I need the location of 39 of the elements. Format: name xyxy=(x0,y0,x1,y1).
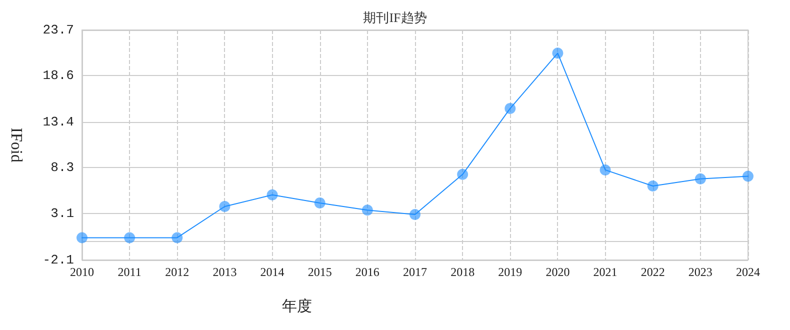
x-tick-label: 2011 xyxy=(118,265,142,279)
x-tick-label: 2017 xyxy=(403,265,427,279)
x-tick-label: 2016 xyxy=(355,265,380,279)
point xyxy=(362,204,373,216)
x-tick-label: 2012 xyxy=(165,265,190,279)
x-tick-label: 2013 xyxy=(212,265,237,279)
point xyxy=(647,180,658,192)
point xyxy=(600,164,611,176)
x-tick-label: 2018 xyxy=(450,265,475,279)
x-axis-title: 年度 xyxy=(282,298,312,315)
y-tick-label: 3.1 xyxy=(50,206,74,222)
point xyxy=(410,209,420,220)
y-tick-label: -2.1 xyxy=(42,252,74,268)
point xyxy=(504,102,516,114)
point xyxy=(172,232,183,244)
x-tick-label: 2020 xyxy=(546,265,570,279)
x-tick-label: 2021 xyxy=(593,265,618,279)
x-tick-label: 2023 xyxy=(688,265,712,279)
y-tick-label: 18.6 xyxy=(42,68,74,83)
point xyxy=(552,48,564,59)
point xyxy=(76,232,88,244)
y-axis-title: IFoid xyxy=(8,128,24,162)
point xyxy=(742,170,754,182)
x-tick-label: 2015 xyxy=(308,265,332,279)
x-tick-label: 2014 xyxy=(260,265,284,279)
point xyxy=(457,168,468,180)
point xyxy=(124,232,136,244)
point xyxy=(266,189,278,200)
point xyxy=(694,173,706,184)
x-tick-label: 2024 xyxy=(736,265,760,279)
point xyxy=(219,201,230,212)
y-tick-label: 8.3 xyxy=(50,160,74,175)
point xyxy=(314,197,326,208)
x-tick-label: 2010 xyxy=(70,265,94,279)
y-tick-label: 23.7 xyxy=(42,22,74,38)
chart-title: 期刊IF趋势 xyxy=(363,10,427,25)
x-tick-label: 2019 xyxy=(498,265,522,279)
x-tick-label: 2022 xyxy=(640,265,665,279)
y-tick-label: 13.4 xyxy=(42,114,74,130)
